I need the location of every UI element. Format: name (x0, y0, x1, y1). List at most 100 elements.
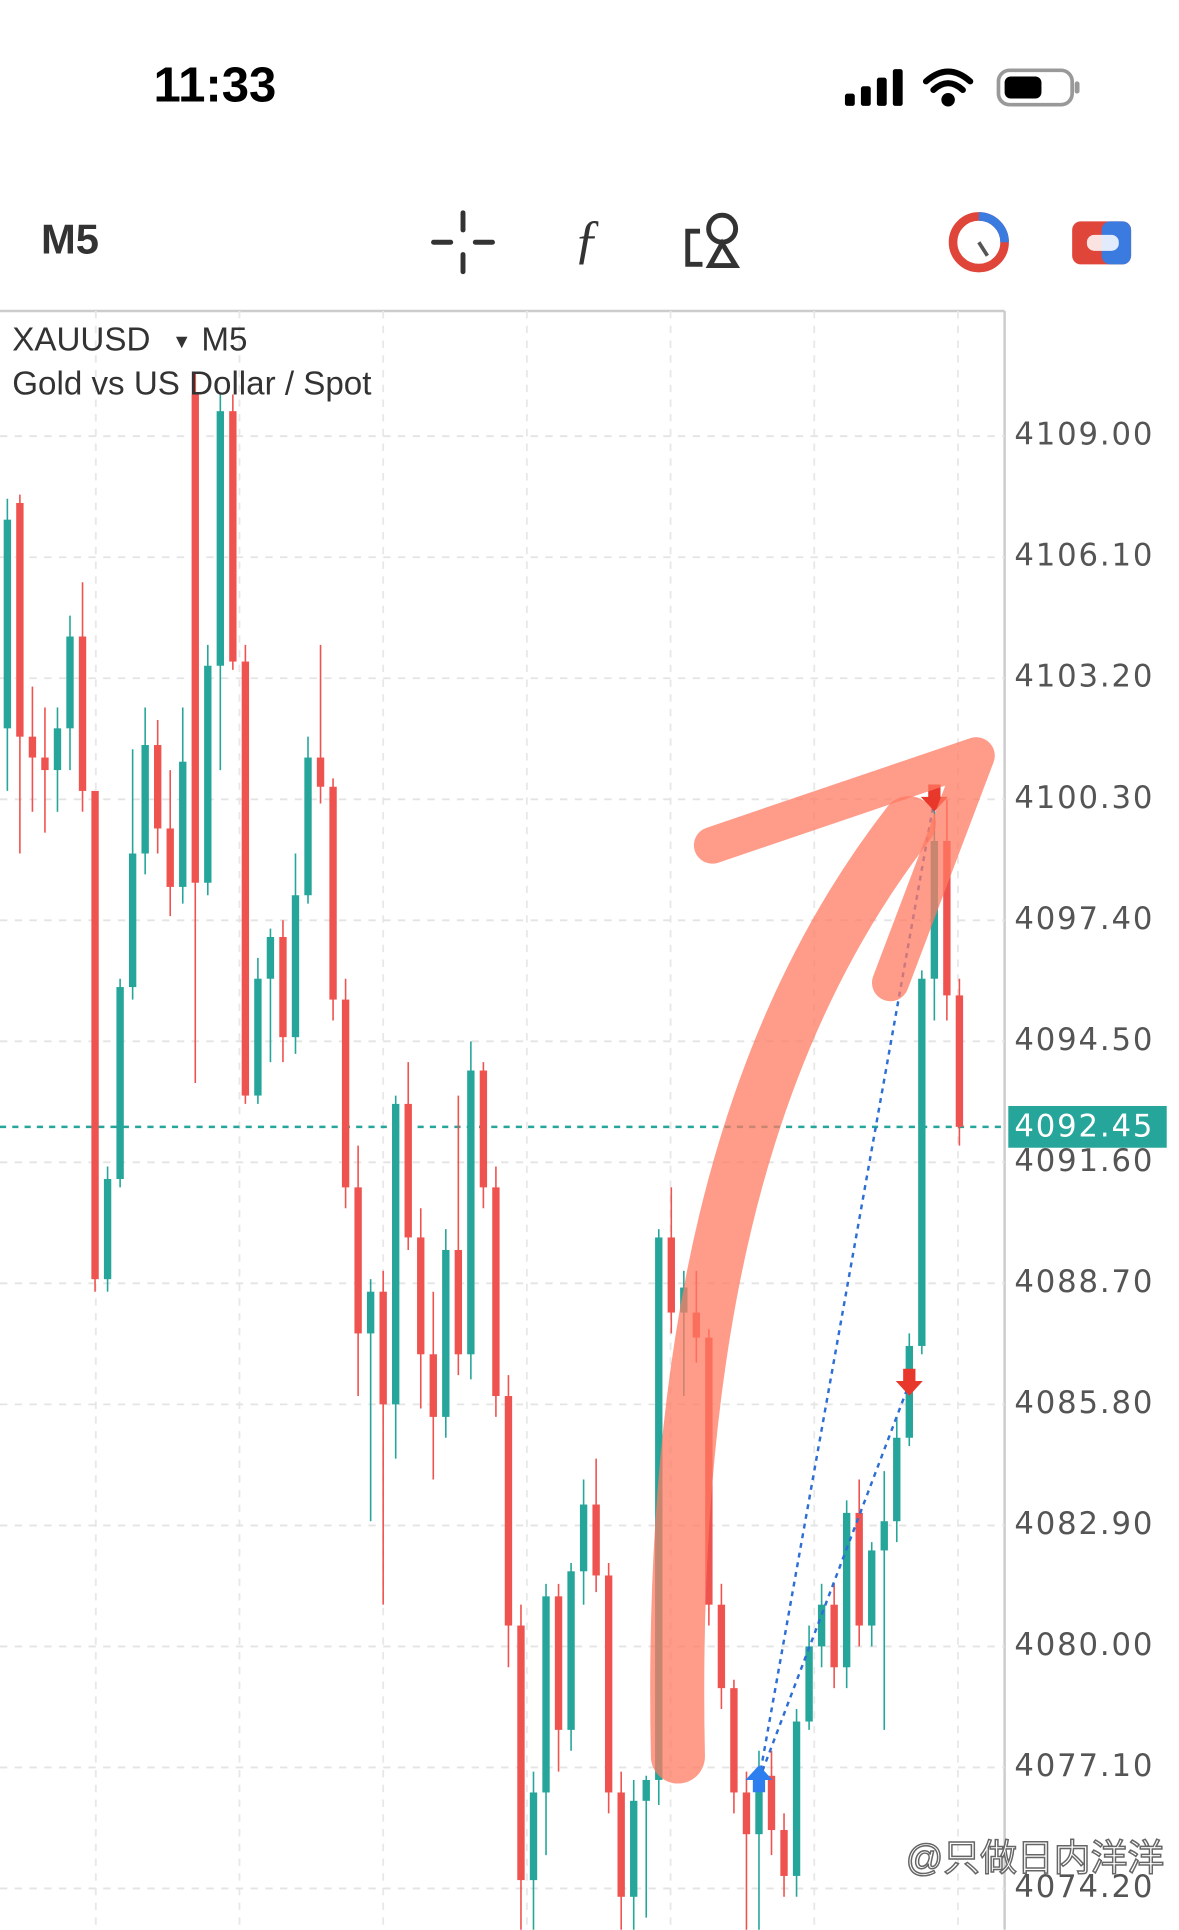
y-tick-label: 4088.70 (1014, 1265, 1154, 1300)
y-tick-label: 4097.40 (1014, 902, 1154, 937)
candle-body (291, 895, 300, 1038)
buy-marker (745, 1765, 773, 1793)
vertical-grid (94, 311, 959, 1930)
y-tick-label: 4077.10 (1014, 1749, 1154, 1784)
y-tick-label: 4082.90 (1014, 1507, 1154, 1542)
current-price-label: 4092.45 (1014, 1110, 1154, 1145)
candle-body (454, 1249, 463, 1355)
y-tick-label: 4085.80 (1014, 1386, 1154, 1421)
candle-body (667, 1237, 675, 1313)
legend-timeframe: M5 (201, 321, 247, 358)
drawing-button[interactable] (685, 212, 741, 269)
candle-body (642, 1779, 650, 1801)
candle-body (53, 728, 62, 771)
candle-body (128, 853, 137, 988)
candle-body (504, 1396, 513, 1626)
y-tick-label: 4094.50 (1014, 1023, 1154, 1058)
candle-body (78, 636, 87, 791)
candle-body (154, 745, 162, 829)
candle-body (41, 757, 49, 771)
trade-button[interactable] (1072, 221, 1132, 265)
candle-body (880, 1521, 888, 1551)
candle-body (542, 1596, 550, 1793)
candle-body (279, 936, 287, 1038)
battery-icon (996, 68, 1080, 107)
candle-body (191, 394, 199, 883)
candle-body (329, 786, 337, 1000)
symbol-dropdown[interactable]: ▼ (172, 331, 191, 353)
candle-body (216, 411, 225, 666)
candle-body (442, 1249, 450, 1417)
candle-body (730, 1688, 738, 1793)
candle-body (579, 1504, 588, 1572)
watermark: @只做日内洋洋 (906, 1838, 1164, 1879)
y-tick-label: 4091.60 (1014, 1144, 1154, 1179)
candle-body (166, 828, 174, 887)
candle-body (103, 1179, 112, 1280)
candle-body (842, 1512, 851, 1668)
candle-body (16, 502, 24, 737)
candle-body (241, 661, 250, 1096)
candle-body (955, 995, 964, 1127)
sell-marker (920, 784, 948, 812)
candle-body (366, 1291, 375, 1334)
candle-body (717, 1604, 726, 1689)
candle-body (429, 1354, 437, 1417)
candle-body (404, 1103, 412, 1238)
candle-body (529, 1792, 538, 1881)
candle-body (792, 1721, 801, 1876)
wifi-icon (922, 68, 974, 107)
candle-body (341, 999, 350, 1188)
y-tick-label: 4100.30 (1014, 781, 1154, 816)
hand-drawn-arrow (650, 737, 995, 1784)
candle-body (479, 1070, 488, 1188)
subtitle: Gold vs US Dollar / Spot (12, 366, 371, 403)
current-price-box (1008, 1105, 1167, 1148)
candle-body (893, 1437, 901, 1522)
candle-body (3, 519, 12, 729)
candle-body (116, 987, 124, 1180)
candle-body (492, 1187, 500, 1397)
candle-body (918, 978, 926, 1346)
y-tick-label: 4080.00 (1014, 1628, 1154, 1663)
candle-body (316, 757, 325, 787)
candle-body (780, 1830, 788, 1876)
candle-body (141, 745, 149, 854)
status-time: 11:33 (153, 59, 276, 113)
candle-body (266, 936, 275, 979)
candle-body (617, 1792, 625, 1897)
candle-body (755, 1775, 763, 1835)
y-tick-label: 4106.10 (1014, 539, 1154, 574)
y-tick-label: 4109.00 (1014, 418, 1154, 453)
candle-body (554, 1596, 563, 1730)
candle-body (467, 1070, 475, 1355)
toolbar-timeframe[interactable]: M5 (41, 215, 99, 262)
candle-body (417, 1237, 425, 1355)
candle-body (28, 736, 37, 758)
candle-body (392, 1103, 400, 1405)
candle-body (805, 1646, 813, 1722)
candle-body (204, 665, 212, 883)
indicator-button[interactable]: ƒ (574, 209, 601, 269)
candle-body (592, 1504, 600, 1576)
candle-body (379, 1291, 387, 1405)
trade-link (757, 1383, 911, 1781)
candle-body (254, 978, 262, 1096)
candle-body (91, 790, 99, 1280)
candle-body (630, 1800, 638, 1897)
crosshair-button[interactable] (431, 210, 495, 275)
candle-body (767, 1775, 776, 1831)
candle-body (868, 1550, 876, 1626)
candle-body (354, 1187, 362, 1334)
candle-body (304, 757, 312, 896)
candle-body (517, 1625, 525, 1881)
candle-body (742, 1792, 751, 1835)
symbol[interactable]: XAUUSD (12, 321, 150, 358)
alert-button[interactable] (948, 212, 1009, 273)
y-tick-label: 4103.20 (1014, 660, 1154, 695)
candle-body (567, 1571, 575, 1730)
sell-marker (895, 1368, 923, 1396)
candle-body (855, 1512, 863, 1626)
